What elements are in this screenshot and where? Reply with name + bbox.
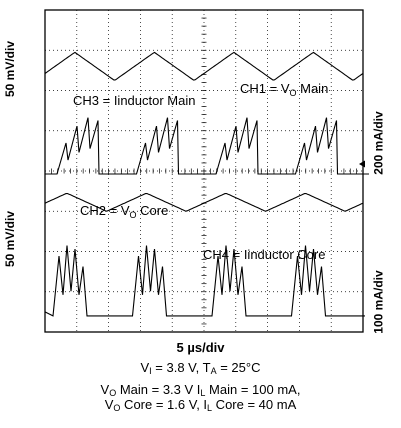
ch4-trace	[44, 245, 365, 317]
ch4-label: CH4 = Iinductor Core	[203, 247, 325, 262]
condition-line-2: VO Main = 3.3 V IL Main = 100 mA,	[100, 382, 301, 398]
trigger-marker	[359, 160, 365, 168]
ch2-trace	[44, 192, 364, 212]
right-axis-label-top: 200 mA/div	[371, 111, 386, 175]
traces	[44, 51, 369, 317]
x-axis-label: 5 µs/div	[176, 340, 225, 355]
ch1-trace	[44, 51, 364, 81]
ch2-label: CH2 = VO Core	[80, 203, 168, 220]
ch3-label: CH3 = Iinductor Main	[73, 93, 195, 108]
left-axis-label-bottom: 50 mV/div	[3, 210, 18, 268]
condition-line-3: VO Core = 1.6 V, IL Core = 40 mA	[104, 397, 297, 413]
ch3-trace	[45, 117, 369, 175]
condition-line-1: VI = 3.8 V, TA = 25°C	[140, 360, 261, 376]
ch1-label: CH1 = VO Main	[240, 81, 328, 98]
screen-frame	[44, 9, 364, 333]
right-axis-label-bottom: 100 mA/div	[371, 270, 386, 334]
left-axis-label-top: 50 mV/div	[3, 40, 18, 98]
